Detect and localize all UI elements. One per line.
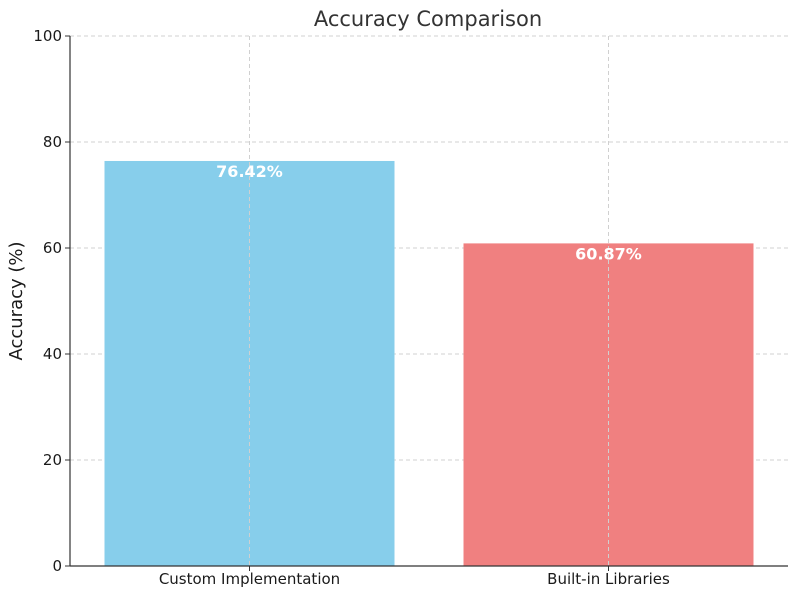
axis-layer bbox=[65, 35, 788, 571]
y-tick-label: 20 bbox=[43, 451, 62, 469]
y-tick-label: 100 bbox=[33, 27, 62, 45]
y-tick-label: 80 bbox=[43, 133, 62, 151]
x-tick-label: Built-in Libraries bbox=[547, 570, 670, 588]
bar-value-label: 60.87% bbox=[575, 244, 642, 263]
y-axis-label: Accuracy (%) bbox=[6, 241, 27, 360]
chart-title: Accuracy Comparison bbox=[314, 7, 542, 31]
y-tick-label: 60 bbox=[43, 239, 62, 257]
x-tick-label: Custom Implementation bbox=[159, 570, 340, 588]
bar-layer bbox=[104, 160, 754, 566]
bar-value-label: 76.42% bbox=[216, 162, 283, 181]
y-tick-label: 0 bbox=[52, 557, 62, 575]
y-tick-label: 40 bbox=[43, 345, 62, 363]
label-layer: 0 20 40 60 80 100 Custom Implementation 76.42% B… bbox=[33, 27, 670, 588]
